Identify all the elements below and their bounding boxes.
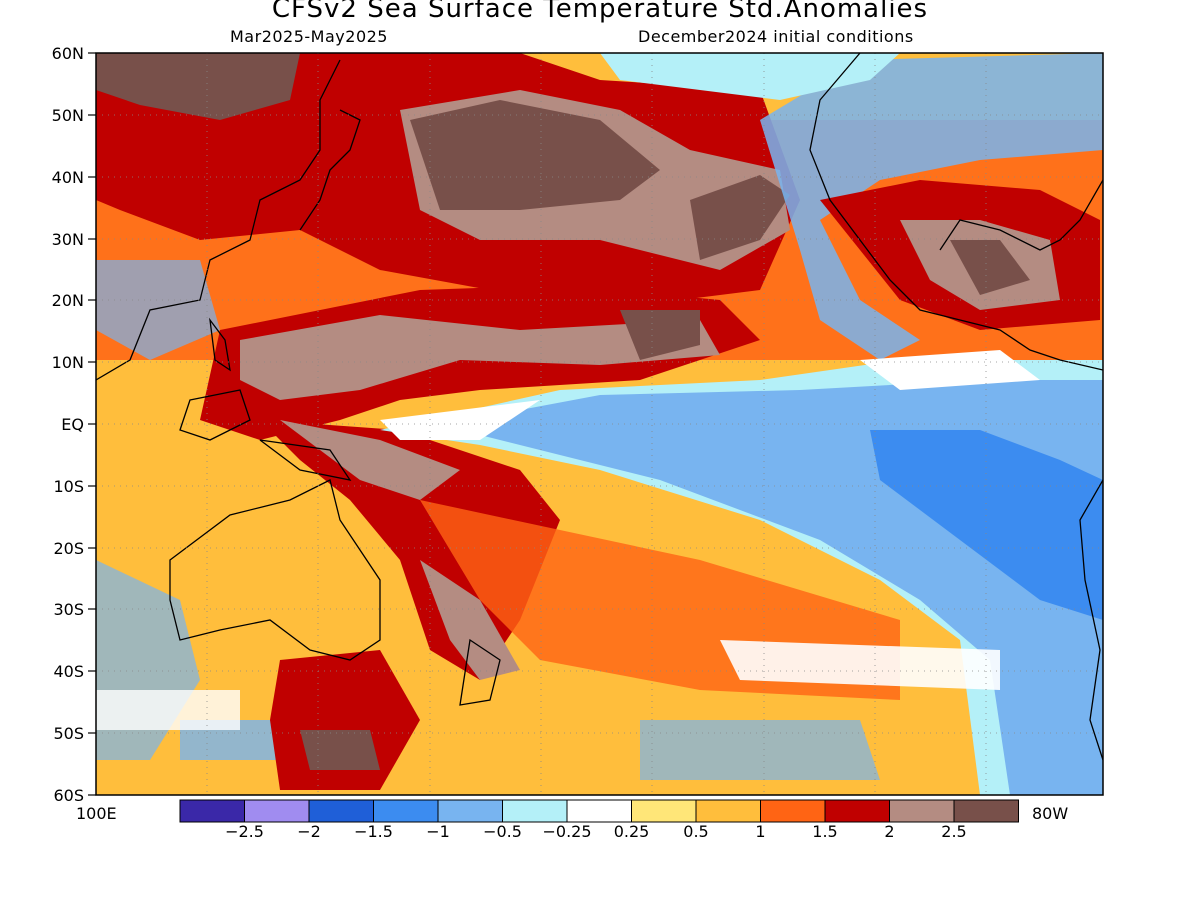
lat-label-30n: 30N — [51, 230, 84, 249]
grid-lines — [96, 53, 1103, 795]
colorbar-swatch — [308, 799, 374, 823]
colorbar-swatch — [179, 799, 245, 823]
lat-label-20n: 20N — [51, 291, 84, 310]
colorbar-label: −2 — [297, 822, 321, 841]
lat-label-10n: 10N — [51, 353, 84, 372]
colorbar-swatch — [502, 799, 568, 823]
colorbar-label: 1.5 — [812, 822, 838, 841]
colorbar-swatch — [244, 799, 310, 823]
colorbar-swatch — [760, 799, 826, 823]
colorbar-label: −1.5 — [354, 822, 393, 841]
lat-label-50n: 50N — [51, 106, 84, 125]
lat-label-20s: 20S — [53, 539, 84, 558]
colorbar-label: 2.5 — [941, 822, 967, 841]
colorbar-swatch — [631, 799, 697, 823]
lat-label-40s: 40S — [53, 662, 84, 681]
colorbar-label: 1 — [755, 822, 766, 841]
colorbar-label: −0.25 — [542, 822, 592, 841]
lat-label-eq: EQ — [61, 415, 84, 434]
colorbar-swatch — [566, 799, 632, 823]
lat-ticks — [88, 52, 96, 796]
sst-anomaly-field — [96, 53, 1103, 795]
colorbar-label: −0.5 — [483, 822, 522, 841]
lat-label-60n: 60N — [51, 44, 84, 63]
colorbar-swatch — [695, 799, 761, 823]
colorbar-swatch — [373, 799, 439, 823]
forecast-period: Mar2025-May2025 — [230, 27, 388, 46]
colorbar-label: −1 — [426, 822, 450, 841]
lat-label-60s: 60S — [53, 786, 84, 805]
colorbar-label: 0.5 — [683, 822, 709, 841]
colorbar-swatch — [953, 799, 1019, 823]
lat-label-40n: 40N — [51, 168, 84, 187]
lat-label-10s: 10S — [53, 477, 84, 496]
lat-label-30s: 30S — [53, 600, 84, 619]
lat-label-50s: 50S — [53, 724, 84, 743]
coastlines — [96, 53, 1103, 761]
colorbar-swatch — [824, 799, 890, 823]
colorbar-label: −2.5 — [225, 822, 264, 841]
lon-label-left: 100E — [76, 804, 117, 823]
initial-conditions: December2024 initial conditions — [638, 27, 914, 46]
chart-title: CFSv2 Sea Surface Temperature Std.Anomal… — [271, 0, 929, 24]
colorbar-label: 2 — [884, 822, 895, 841]
lon-label-right: 80W — [1032, 804, 1069, 823]
colorbar-swatch — [889, 799, 955, 823]
colorbar-label: 0.25 — [613, 822, 650, 841]
colorbar-swatch — [437, 799, 503, 823]
colorbar — [179, 799, 1019, 823]
